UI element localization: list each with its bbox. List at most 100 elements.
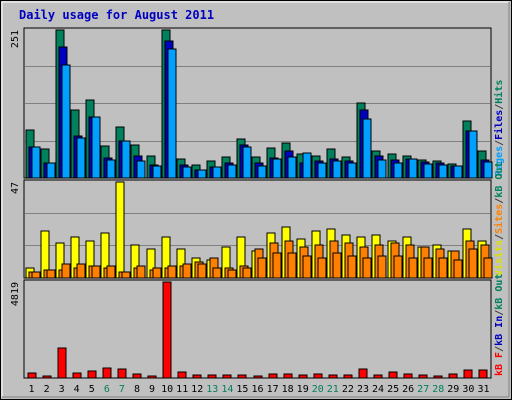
bar-hits-files-pages-pages-day-22 — [347, 162, 357, 179]
bar-kbin-kbf-kb-f-day-22 — [343, 374, 353, 379]
day-label-25: 25 — [387, 384, 399, 395]
bar-kbin-kbf-kb-f-day-1 — [27, 372, 37, 379]
day-label-5: 5 — [89, 384, 95, 395]
day-label-26: 26 — [402, 384, 414, 395]
legend-item-hits-files-pages-1: / — [494, 140, 505, 146]
bar-hits-files-pages-pages-day-21 — [332, 160, 342, 179]
bar-visits-sites-kbout-kb-out-day-2 — [46, 269, 56, 279]
day-label-10: 10 — [161, 384, 173, 395]
bar-visits-sites-kbout-kb-out-day-29 — [453, 259, 463, 279]
bar-kbin-kbf-kb-f-day-31 — [478, 369, 488, 379]
bar-hits-files-pages-pages-day-12 — [197, 169, 207, 179]
bar-kbin-kbf-kb-f-day-11 — [177, 371, 187, 379]
bar-visits-sites-kbout-kb-out-day-14 — [227, 269, 237, 279]
bar-hits-files-pages-pages-day-13 — [212, 166, 222, 179]
bar-visits-sites-kbout-kb-out-day-30 — [468, 248, 478, 279]
bar-visits-sites-kbout-kb-out-day-3 — [61, 263, 71, 279]
bar-visits-sites-kbout-kb-out-day-22 — [347, 255, 357, 279]
bar-visits-sites-kbout-kb-out-day-20 — [317, 257, 327, 279]
ymax-label-visits-sites-kbout: 47 — [10, 182, 21, 194]
legend-item-kbin-kbf-2: kB In — [494, 316, 505, 346]
bar-visits-sites-kbout-kb-out-day-24 — [377, 255, 387, 279]
bar-visits-sites-kbout-kb-out-day-23 — [362, 257, 372, 279]
legend-item-kbin-kbf-4: kB Out — [494, 274, 505, 310]
bar-visits-sites-kbout-kb-out-day-4 — [76, 263, 86, 279]
day-label-3: 3 — [59, 384, 65, 395]
bar-kbin-kbf-kb-f-day-7 — [117, 368, 127, 379]
bar-visits-sites-kbout-kb-out-day-21 — [332, 252, 342, 279]
day-label-11: 11 — [176, 384, 188, 395]
legend-item-kbin-kbf-3: / — [494, 310, 505, 316]
bar-visits-sites-kbout-kb-out-day-17 — [272, 252, 282, 279]
legend-item-hits-files-pages-2: Files — [493, 110, 505, 140]
day-label-15: 15 — [236, 384, 248, 395]
bar-kbin-kbf-kb-f-day-15 — [237, 374, 247, 379]
day-label-14: 14 — [221, 384, 233, 395]
bar-hits-files-pages-pages-day-30 — [468, 130, 478, 179]
day-label-22: 22 — [342, 384, 354, 395]
bar-kbin-kbf-kb-f-day-20 — [313, 373, 323, 379]
day-label-8: 8 — [134, 384, 140, 395]
legend-item-visits-sites-kbout-2: Sites — [493, 204, 505, 234]
series-kbin-kbf-kb-f — [27, 281, 488, 379]
bar-visits-sites-kbout-kb-out-day-16 — [257, 257, 267, 279]
legend-item-hits-files-pages-4: Hits — [493, 80, 505, 104]
bar-hits-files-pages-pages-day-14 — [227, 164, 237, 179]
bar-kbin-kbf-kb-f-day-8 — [132, 373, 142, 379]
chart-title: Daily usage for August 2011 — [19, 8, 214, 22]
bar-kbin-kbf-kb-f-day-9 — [147, 375, 157, 379]
legend-item-hits-files-pages-0: Pages — [494, 146, 505, 176]
bar-hits-files-pages-pages-day-24 — [377, 159, 387, 179]
bar-kbin-kbf-kb-f-day-24 — [373, 374, 383, 379]
bar-hits-files-pages-pages-day-15 — [242, 146, 252, 179]
bar-visits-sites-kbout-kb-out-day-25 — [393, 255, 403, 279]
bar-kbin-kbf-kb-f-day-2 — [42, 375, 52, 379]
day-label-29: 29 — [447, 384, 459, 395]
bar-visits-sites-kbout-kb-out-day-12 — [197, 263, 207, 279]
bar-visits-sites-kbout-kb-out-day-7 — [121, 271, 131, 279]
bar-kbin-kbf-kb-f-day-27 — [418, 374, 428, 379]
legend-item-visits-sites-kbout-3: / — [494, 198, 505, 204]
bar-kbin-kbf-kb-f-day-4 — [72, 372, 82, 379]
bar-visits-sites-kbout-kb-out-day-19 — [302, 255, 312, 279]
bar-visits-sites-kbout-kb-out-day-9 — [152, 267, 162, 279]
legend-kbin-kbf: kB F/kB In/kB Out — [494, 274, 505, 376]
bar-visits-sites-kbout-kb-out-day-26 — [408, 257, 418, 279]
bar-hits-files-pages-pages-day-26 — [408, 158, 418, 179]
day-label-23: 23 — [357, 384, 369, 395]
bar-kbin-kbf-kb-f-day-18 — [283, 373, 293, 379]
bar-hits-files-pages-pages-day-4 — [76, 137, 86, 179]
day-label-20: 20 — [312, 384, 324, 395]
bar-hits-files-pages-pages-day-19 — [302, 152, 312, 179]
legend-visits-sites-kbout: Visits/Sites/kB Out — [493, 162, 505, 276]
bar-hits-files-pages-pages-day-18 — [287, 156, 297, 179]
day-label-13: 13 — [206, 384, 218, 395]
day-label-30: 30 — [462, 384, 474, 395]
bar-hits-files-pages-pages-day-11 — [182, 166, 192, 179]
bar-hits-files-pages-pages-day-10 — [167, 48, 177, 179]
bar-hits-files-pages-pages-day-5 — [91, 116, 101, 179]
bar-kbin-kbf-kb-f-day-29 — [448, 373, 458, 379]
legend-item-visits-sites-kbout-0: Visits — [493, 240, 505, 276]
bar-kbin-kbf-kb-f-day-3 — [57, 347, 67, 379]
bar-visits-sites-kbout-kb-out-day-31 — [483, 257, 493, 279]
bar-visits-sites-kbout-kb-out-day-18 — [287, 252, 297, 279]
day-label-18: 18 — [282, 384, 294, 395]
bar-visits-sites-kbout-kb-out-day-8 — [136, 265, 146, 279]
plot-area-kbin-kbf — [23, 279, 492, 379]
day-label-31: 31 — [477, 384, 489, 395]
bar-hits-files-pages-pages-day-25 — [393, 162, 403, 179]
series-visits-sites-kbout-kb-out — [31, 248, 493, 279]
day-label-1: 1 — [28, 384, 34, 395]
bar-kbin-kbf-kb-f-day-25 — [388, 371, 398, 379]
day-label-24: 24 — [372, 384, 384, 395]
bar-kbin-kbf-kb-f-day-13 — [207, 374, 217, 379]
bar-hits-files-pages-pages-day-23 — [362, 118, 372, 179]
day-label-12: 12 — [191, 384, 203, 395]
bar-kbin-kbf-kb-f-day-30 — [463, 369, 473, 379]
bar-hits-files-pages-pages-day-9 — [152, 165, 162, 179]
